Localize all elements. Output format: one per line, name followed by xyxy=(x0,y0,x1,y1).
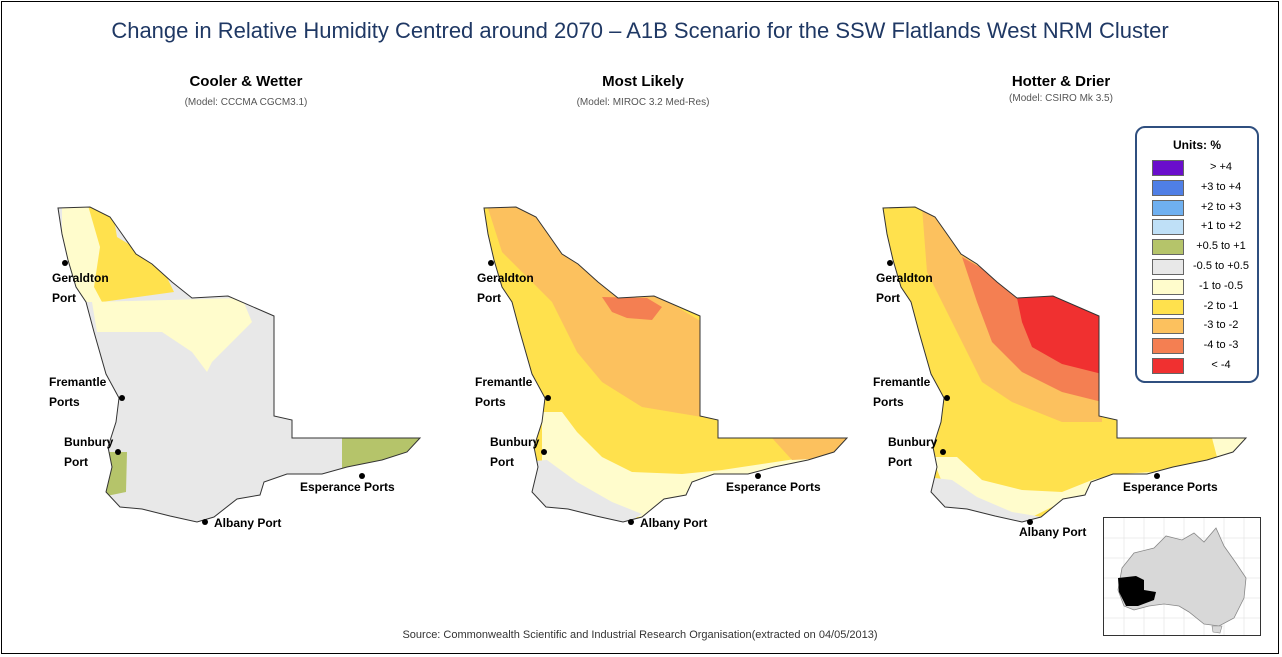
label-geraldton-2: Geraldton Port xyxy=(477,271,534,305)
legend-swatch xyxy=(1152,278,1184,295)
label-bunbury-1: Bunbury Port xyxy=(64,435,114,469)
legend-label: > +4 xyxy=(1209,161,1233,173)
legend-item: -2 to -1 xyxy=(1152,298,1257,315)
legend-label: +1 to +2 xyxy=(1200,220,1242,233)
legend-swatch xyxy=(1152,160,1184,176)
highlight-region xyxy=(1118,576,1156,606)
label-bunbury-3: Bunbury Port xyxy=(888,435,938,469)
legend-item: < -4 xyxy=(1152,358,1257,374)
legend-label: -3 to -2 xyxy=(1203,319,1239,332)
legend-label: +0.5 to +1 xyxy=(1196,240,1246,253)
inset-svg xyxy=(1104,518,1260,635)
panel-title-hotter-drier: Hotter & Drier xyxy=(1011,73,1111,90)
label-esperance-3: Esperance Ports xyxy=(1123,480,1218,494)
panel-model-cooler-wetter: (Model: CCCMA CGCM3.1) xyxy=(184,97,308,108)
inset-australia-map xyxy=(1103,517,1261,636)
legend-item: -4 to -3 xyxy=(1152,338,1257,355)
legend-swatch xyxy=(1152,179,1184,196)
legend-label: -0.5 to +0.5 xyxy=(1193,260,1249,272)
label-fremantle-3: Fremantle Ports xyxy=(873,375,931,409)
legend-swatch xyxy=(1152,318,1184,335)
legend-swatch xyxy=(1152,239,1184,256)
label-bunbury-2: Bunbury Port xyxy=(490,435,540,469)
legend-item: -1 to -0.5 xyxy=(1152,278,1257,295)
legend-swatch xyxy=(1152,358,1184,374)
panel-model-hotter-drier: (Model: CSIRO Mk 3.5) xyxy=(1009,93,1113,104)
label-fremantle-1: Fremantle Ports xyxy=(49,375,107,409)
legend-item: +2 to +3 xyxy=(1152,199,1257,216)
legend-label: +2 to +3 xyxy=(1200,200,1242,213)
source-note: Source: Commonwealth Scientific and Indu… xyxy=(402,629,878,641)
legend-item: +1 to +2 xyxy=(1152,219,1257,236)
legend-swatch xyxy=(1152,199,1184,216)
legend-swatch xyxy=(1152,338,1184,355)
legend-swatch xyxy=(1152,298,1184,315)
label-fremantle-2: Fremantle Ports xyxy=(475,375,533,409)
legend-swatch xyxy=(1152,259,1184,275)
legend-item: -3 to -2 xyxy=(1152,318,1257,335)
legend-label: -4 to -3 xyxy=(1203,339,1239,352)
page-title: Change in Relative Humidity Centred arou… xyxy=(111,18,1169,43)
label-esperance-1: Esperance Ports xyxy=(300,480,395,494)
label-albany-1: Albany Port xyxy=(214,516,282,530)
label-geraldton-1: Geraldton Port xyxy=(52,271,109,305)
legend-label: -2 to -1 xyxy=(1203,299,1239,312)
fremantle-marker xyxy=(119,395,125,401)
legend-item: > +4 xyxy=(1152,160,1257,176)
legend-label: -1 to -0.5 xyxy=(1198,279,1244,292)
panel-model-most-likely: (Model: MIROC 3.2 Med-Res) xyxy=(576,97,710,108)
legend-label: < -4 xyxy=(1211,359,1231,371)
label-esperance-2: Esperance Ports xyxy=(726,480,821,494)
albany-marker xyxy=(202,519,208,525)
legend-title: Units: % xyxy=(1173,138,1221,152)
legend-swatch xyxy=(1152,219,1184,236)
panel-title-most-likely: Most Likely xyxy=(602,73,684,90)
panel-title-cooler-wetter: Cooler & Wetter xyxy=(189,73,303,90)
esperance-marker xyxy=(359,473,365,479)
bunbury-marker xyxy=(115,449,121,455)
geraldton-marker xyxy=(62,260,68,266)
legend-item: +3 to +4 xyxy=(1152,179,1257,196)
label-albany-2: Albany Port xyxy=(640,516,708,530)
label-geraldton-3: Geraldton Port xyxy=(876,271,933,305)
legend-item: +0.5 to +1 xyxy=(1152,239,1257,256)
label-albany-3: Albany Port xyxy=(1019,525,1087,539)
legend-label: +3 to +4 xyxy=(1200,180,1242,193)
legend: Units: % > +4 +3 to +4 +2 to +3 +1 to +2 +0.… xyxy=(1135,126,1259,383)
legend-item: -0.5 to +0.5 xyxy=(1152,259,1257,275)
